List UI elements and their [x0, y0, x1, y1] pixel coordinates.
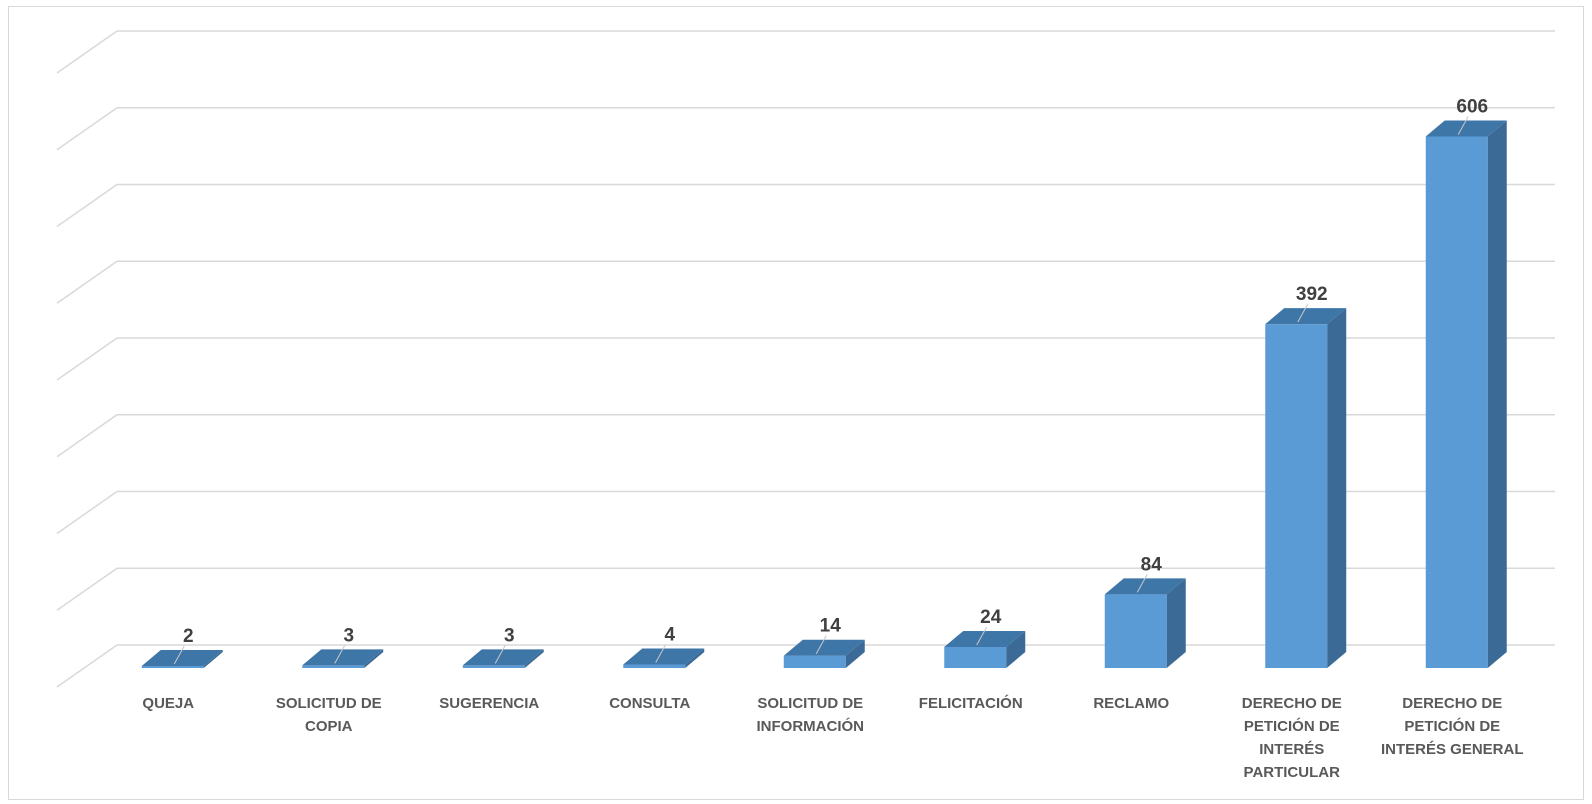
category-label: FELICITACIÓN	[919, 694, 1023, 712]
bar-side-face	[1487, 120, 1507, 669]
bar-front-face	[944, 646, 1007, 668]
data-label: 3	[343, 625, 354, 646]
bar-side-face	[1166, 578, 1186, 668]
category-label: SOLICITUD DE COPIA	[276, 695, 382, 735]
category-label-line: SOLICITUD DE	[757, 695, 863, 712]
category-labels: QUEJA SOLICITUD DE COPIA SUGERENCIA CONSULTA…	[142, 694, 1523, 781]
bar	[1104, 578, 1186, 668]
data-label-leader	[976, 626, 988, 646]
gridline-side	[56, 490, 118, 535]
gridline-side	[56, 567, 118, 611]
data-label-leader	[815, 635, 827, 654]
category-label: DERECHO DE PETICIÓN DE INTERÉS GENERAL	[1381, 695, 1524, 758]
gridline-side	[56, 183, 118, 228]
category-label-line: DERECHO DE	[1402, 695, 1502, 712]
category-label: RECLAMO	[1093, 695, 1169, 712]
bar-side-face	[1327, 308, 1347, 668]
bar-front-face	[302, 665, 365, 668]
category-label-line: SOLICITUD DE	[276, 695, 382, 712]
data-label: 4	[664, 624, 675, 645]
gridline-side	[56, 644, 118, 688]
data-label-leader	[1457, 116, 1469, 135]
bar	[1425, 120, 1507, 669]
bar-front-face	[623, 664, 686, 668]
data-label: 3	[504, 625, 515, 646]
category-label-line: PETICIÓN DE	[1404, 717, 1500, 735]
category-label-line: PETICIÓN DE	[1244, 717, 1340, 735]
bar-side-face	[845, 639, 865, 668]
data-label-leader	[655, 644, 667, 663]
gridline-side	[56, 414, 118, 458]
bar-side-face	[364, 649, 384, 668]
category-label-line: QUEJA	[142, 695, 194, 712]
data-labels: 2 3 3 4 14 24 84 392 606	[173, 96, 1488, 665]
bar-top-face	[944, 630, 1026, 647]
category-label: SUGERENCIA	[439, 695, 539, 712]
category-label: DERECHO DE PETICIÓN DE INTERÉS PARTICULAR	[1242, 695, 1342, 781]
bar-side-face	[203, 650, 223, 668]
bar-side-face	[685, 648, 705, 668]
bar-side-face	[1006, 630, 1026, 668]
bar-top-face	[1265, 308, 1347, 325]
data-label-leader	[494, 645, 506, 664]
category-label-line: DERECHO DE	[1242, 695, 1342, 712]
category-label-line: PARTICULAR	[1244, 764, 1341, 781]
category-label-line: CONSULTA	[609, 695, 690, 712]
bar-front-face	[1425, 136, 1488, 669]
bar	[1265, 308, 1347, 668]
data-label-leader	[173, 645, 185, 665]
data-label: 606	[1456, 96, 1488, 117]
bar	[944, 630, 1026, 668]
bar-top-face	[462, 649, 544, 666]
bar-top-face	[1104, 578, 1186, 595]
gridline-side	[56, 30, 118, 74]
category-label-line: RECLAMO	[1093, 695, 1169, 712]
bar-top-face	[141, 650, 223, 666]
bar-top-face	[783, 639, 865, 656]
category-label-line: SUGERENCIA	[439, 695, 539, 712]
data-label-leader	[334, 645, 346, 664]
category-label-line: INFORMACIÓN	[757, 717, 865, 735]
bar	[141, 650, 223, 668]
bar-top-face	[1425, 120, 1507, 137]
data-label-leader	[1136, 574, 1148, 593]
bar-front-face	[1265, 324, 1328, 668]
gridline-side	[56, 337, 118, 381]
bar	[623, 648, 705, 668]
data-label-leader	[1297, 303, 1309, 323]
data-label: 24	[980, 607, 1002, 628]
category-label-line: COPIA	[305, 718, 353, 735]
category-label: QUEJA	[142, 695, 194, 712]
bar	[462, 649, 544, 668]
category-label: SOLICITUD DE INFORMACIÓN	[757, 695, 865, 735]
bar-side-face	[524, 649, 544, 668]
category-label-line: INTERÉS GENERAL	[1381, 741, 1524, 758]
data-label: 14	[820, 616, 842, 637]
bar-top-face	[302, 649, 384, 666]
data-label: 392	[1296, 284, 1328, 305]
category-label: CONSULTA	[609, 695, 690, 712]
gridline-side	[56, 107, 118, 151]
bar-front-face	[462, 665, 525, 668]
bars	[141, 120, 1507, 669]
bar	[302, 649, 384, 668]
category-label-line: FELICITACIÓN	[919, 694, 1023, 712]
gridline-side	[56, 260, 118, 304]
bar-top-face	[623, 648, 705, 665]
data-label: 84	[1141, 554, 1163, 575]
bar-front-face	[783, 655, 846, 668]
category-label-line: INTERÉS	[1259, 741, 1324, 758]
data-label: 2	[183, 626, 194, 647]
bar-front-face	[141, 666, 204, 668]
bar	[783, 639, 865, 668]
bar-front-face	[1104, 594, 1167, 668]
